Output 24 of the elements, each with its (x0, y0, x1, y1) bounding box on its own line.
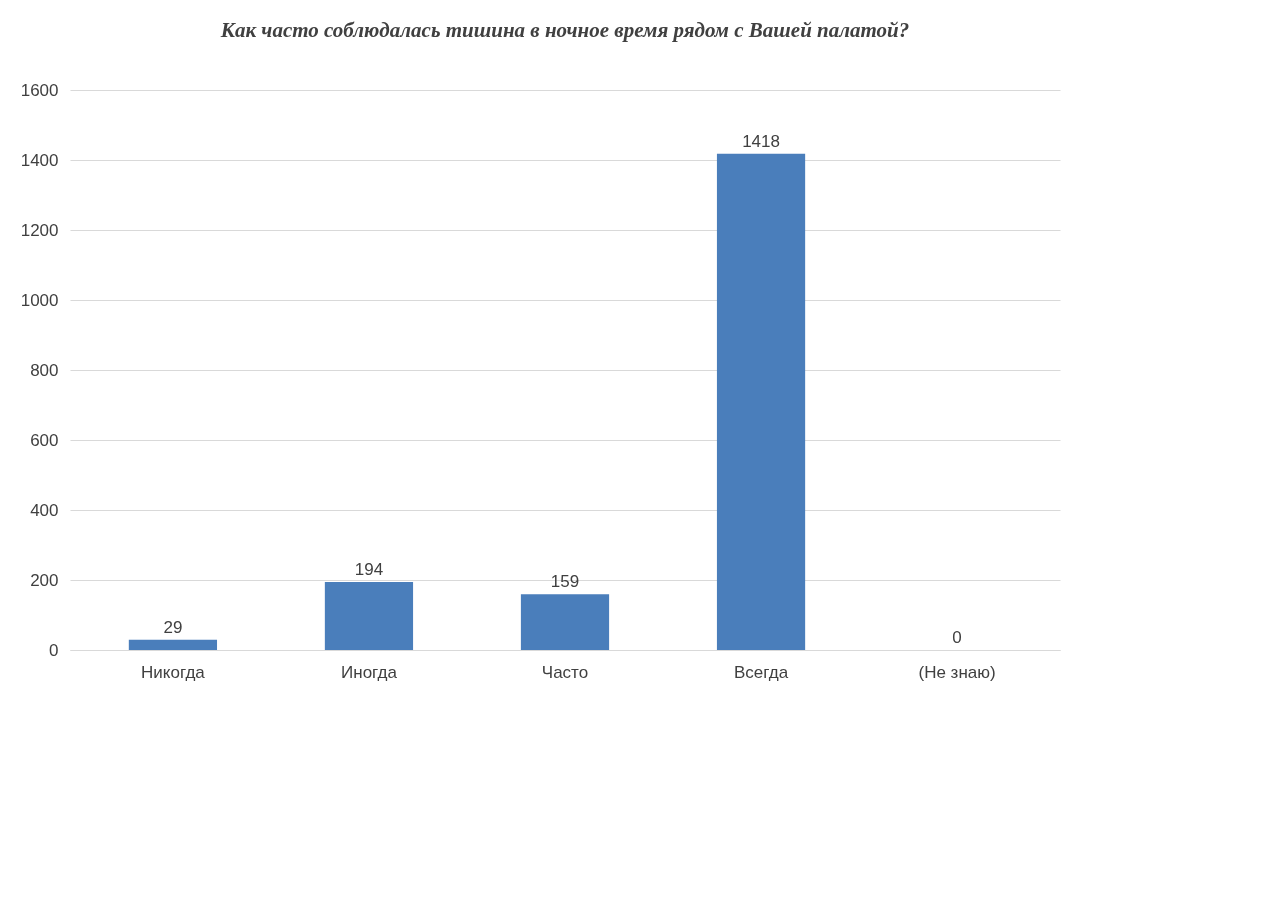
x-tick-label: Никогда (141, 662, 206, 682)
data-label: 29 (163, 617, 183, 637)
bar (520, 594, 610, 650)
bar (716, 153, 806, 650)
data-label: 0 (952, 628, 962, 647)
y-tick-label: 1400 (20, 150, 59, 170)
y-tick-label: 1600 (20, 80, 59, 100)
y-tick-label: 800 (30, 360, 59, 380)
data-label: 1418 (742, 131, 780, 151)
x-tick-label: Часто (541, 662, 589, 682)
data-label: 159 (550, 572, 580, 592)
x-tick-label: Всегда (733, 662, 789, 682)
y-tick-label: 200 (30, 570, 59, 590)
y-tick-label: 1200 (20, 220, 59, 240)
chart-title: Как часто соблюдалась тишина в ночное время рядом с Вашей палатой? (219, 18, 910, 42)
x-tick-label: Иногда (341, 662, 398, 682)
y-tick-label: 0 (49, 640, 59, 660)
y-tick-label: 1000 (20, 290, 59, 310)
y-tick-label: 400 (30, 500, 59, 520)
data-label: 194 (354, 560, 384, 580)
y-tick-label: 600 (30, 430, 59, 450)
bar (324, 582, 414, 650)
bar (128, 639, 218, 650)
x-tick-label: (Не знаю) (918, 662, 996, 682)
